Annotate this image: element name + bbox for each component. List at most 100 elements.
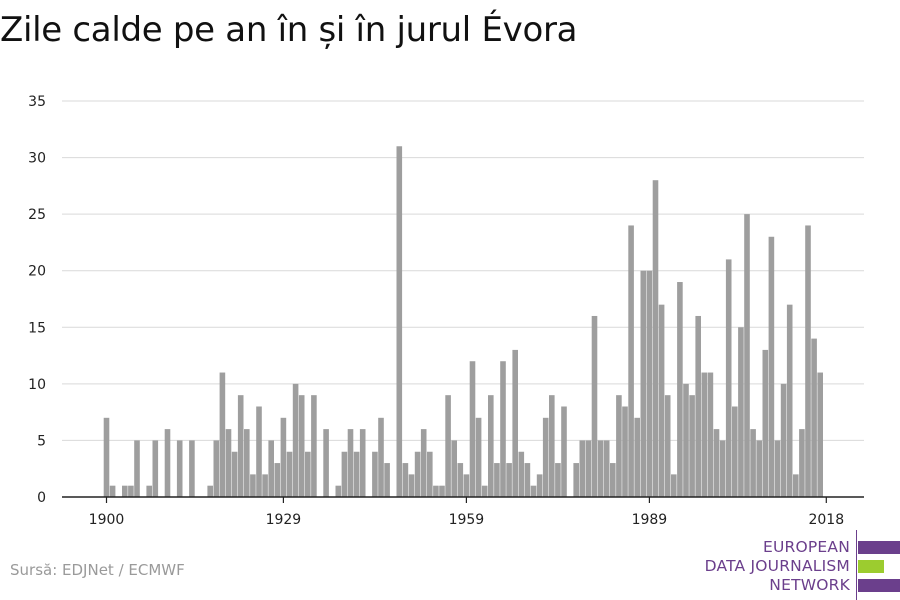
bar-2013 (793, 474, 799, 497)
bar-1999 (707, 372, 714, 497)
bar-1949 (402, 463, 409, 497)
bar-1928 (274, 463, 281, 497)
x-tick-label: 2018 (808, 512, 844, 528)
bar-1991 (658, 304, 665, 497)
bar-1990 (652, 180, 659, 497)
bar-1910 (164, 429, 171, 497)
bar-1975 (561, 406, 567, 497)
bar-1988 (640, 270, 647, 497)
bar-1922 (237, 395, 244, 497)
bar-2009 (768, 236, 775, 497)
bar-2016 (811, 338, 817, 497)
bar-1917 (207, 485, 213, 497)
bar-1950 (408, 474, 415, 497)
bar-1961 (475, 417, 482, 497)
bar-2015 (805, 225, 811, 497)
bar-2007 (756, 440, 762, 497)
y-tick-label: 35 (28, 94, 46, 110)
logo-divider (856, 530, 857, 600)
bar-1925 (256, 406, 262, 497)
bar-1996 (689, 395, 695, 497)
bar-1966 (506, 463, 512, 497)
bar-1904 (128, 485, 134, 497)
bar-1918 (213, 440, 220, 497)
edjnet-logo: EUROPEAN DATA JOURNALISM NETWORK (700, 530, 900, 600)
bar-2014 (799, 429, 805, 497)
bar-1924 (250, 474, 256, 497)
bar-1905 (134, 440, 140, 497)
y-tick-labels: 0 5 10 15 20 25 30 35 (28, 94, 46, 506)
bar-1932 (298, 395, 305, 497)
bar-1927 (268, 440, 274, 497)
bar-1908 (152, 440, 159, 497)
bar-1952 (420, 429, 427, 497)
bar-1959 (463, 474, 470, 497)
bar-1968 (518, 451, 525, 497)
bar-2017 (817, 372, 823, 497)
bar-2005 (744, 214, 750, 497)
x-tick-label: 1929 (266, 512, 302, 528)
bar-1940 (347, 429, 354, 497)
grid-lines (62, 100, 864, 441)
bar-2010 (774, 440, 781, 497)
bar-1962 (481, 485, 488, 497)
bar-1955 (439, 485, 445, 497)
bar-1978 (579, 440, 586, 497)
logo-bar-purple-bottom (858, 579, 900, 592)
bar-1903 (122, 485, 128, 497)
bar-1963 (488, 395, 494, 497)
bar-1980 (591, 315, 598, 497)
bar-1986 (628, 225, 634, 497)
bar-1972 (542, 417, 549, 497)
bar-1951 (414, 451, 421, 497)
bar-2000 (713, 429, 720, 497)
logo-line-network: NETWORK (769, 576, 850, 594)
bar-1901 (109, 485, 116, 497)
bar-1983 (610, 463, 616, 497)
bar-2012 (786, 304, 793, 497)
bar-1984 (616, 395, 622, 497)
bar-1985 (622, 406, 628, 497)
bar-1941 (353, 451, 360, 497)
y-tick-label: 5 (37, 433, 46, 449)
bar-1973 (549, 395, 555, 497)
source-note: Sursă: EDJNet / ECMWF (10, 561, 185, 579)
x-tick-label: 1989 (632, 512, 668, 528)
bar-1930 (286, 451, 293, 497)
x-tick-label: 1959 (449, 512, 485, 528)
bar-1998 (701, 372, 708, 497)
bar-1919 (219, 372, 226, 497)
bars (103, 146, 823, 497)
bar-1921 (231, 451, 238, 497)
bar-1981 (597, 440, 604, 497)
logo-line-data-journalism: DATA JOURNALISM (704, 557, 850, 575)
bar-1979 (585, 440, 592, 497)
bar-1929 (280, 417, 287, 497)
bar-1914 (189, 440, 195, 497)
chart-title: Zile calde pe an în și în jurul Évora (0, 10, 578, 50)
bar-1969 (524, 463, 531, 497)
bar-1997 (695, 315, 701, 497)
bar-1960 (469, 361, 476, 497)
y-tick-label: 10 (28, 377, 46, 393)
bar-1995 (683, 383, 689, 497)
bar-1939 (341, 451, 348, 497)
bar-1982 (603, 440, 610, 497)
bar-1989 (646, 270, 653, 497)
bar-1956 (445, 395, 451, 497)
bar-1992 (664, 395, 671, 497)
bar-1907 (146, 485, 152, 497)
bar-2001 (719, 440, 726, 497)
bar-1900 (103, 417, 110, 497)
bar-1923 (244, 429, 250, 497)
x-tick-label: 1900 (89, 512, 125, 528)
bar-1953 (427, 451, 433, 497)
bar-1974 (555, 463, 561, 497)
bar-1926 (262, 474, 268, 497)
bar-1994 (677, 282, 683, 497)
bar-1931 (292, 383, 299, 497)
y-tick-label: 20 (28, 264, 46, 280)
bar-1987 (634, 417, 640, 497)
bar-1954 (433, 485, 439, 497)
